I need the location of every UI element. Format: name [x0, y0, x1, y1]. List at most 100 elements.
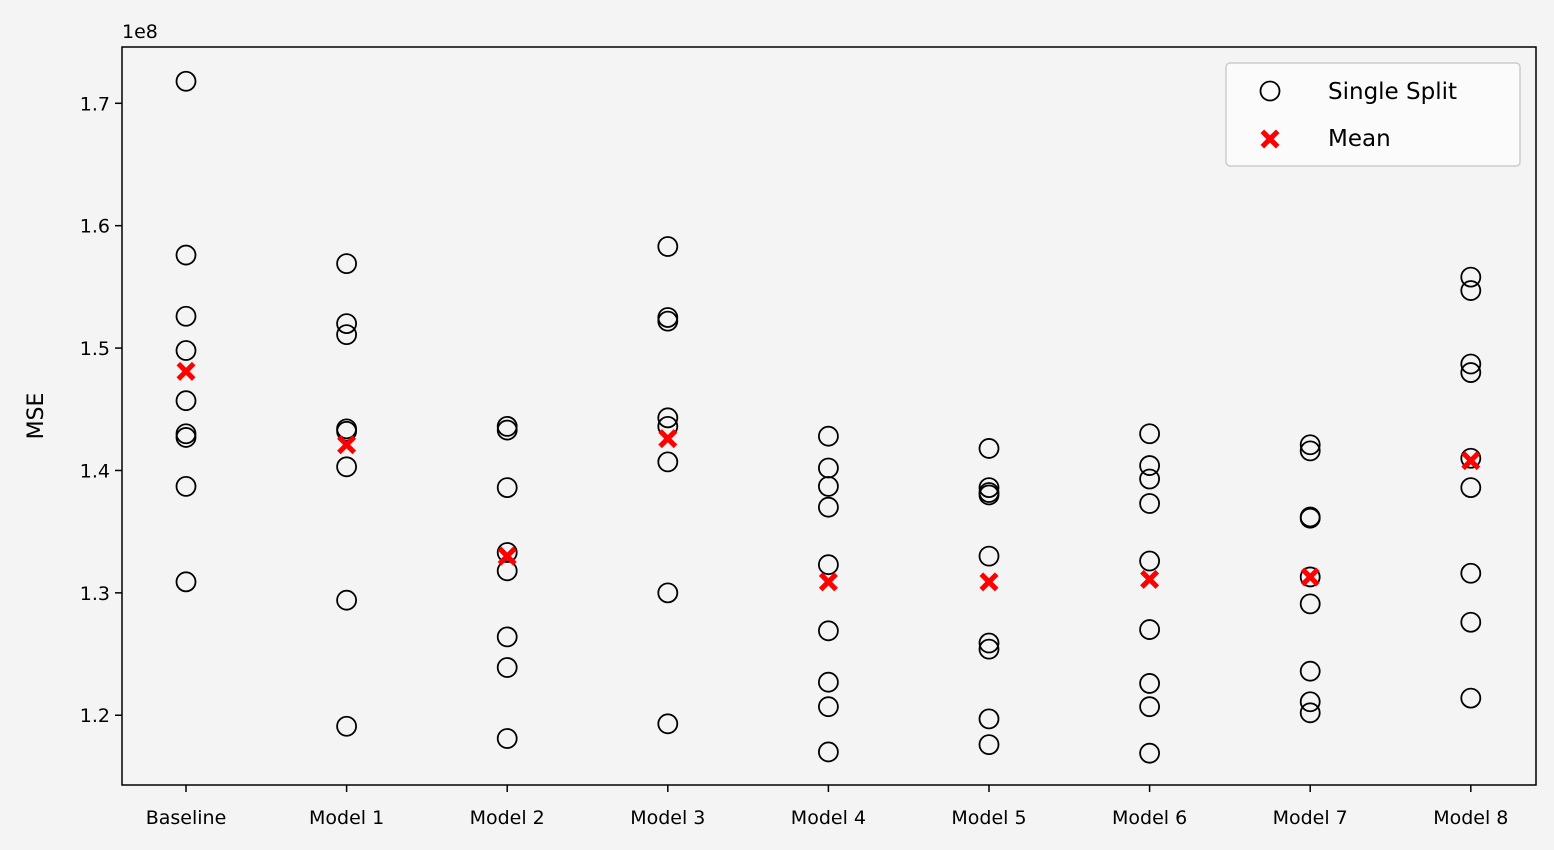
mean-point [1461, 451, 1481, 471]
single-split-point [978, 638, 1000, 660]
single-split-point [978, 484, 1000, 506]
single-split-point [818, 741, 839, 763]
single-split-point [1460, 611, 1482, 633]
single-split-point [175, 427, 197, 448]
single-split-point [1139, 550, 1160, 572]
single-split-point [1139, 468, 1160, 490]
single-split-point [657, 407, 679, 429]
legend: Single Split Mean [1225, 62, 1521, 167]
single-split-point [818, 620, 839, 642]
x-tick-label: Model 4 [791, 807, 866, 829]
single-split-point [496, 728, 518, 749]
single-split-point [496, 560, 518, 582]
y-axis-label: MSE [24, 393, 49, 440]
single-split-point [1460, 447, 1482, 469]
single-split-point [1139, 455, 1160, 476]
single-split-point [978, 477, 1000, 498]
single-split-point [657, 236, 679, 257]
single-split-point [1460, 477, 1482, 498]
legend-label-mean: Mean [1328, 126, 1391, 152]
plot-area [121, 46, 1537, 786]
single-split-point [1299, 691, 1321, 713]
y-tick-label: 1.2 [80, 705, 110, 727]
single-split-point [1299, 566, 1321, 588]
data-points [175, 70, 1482, 764]
single-split-point [175, 305, 197, 327]
single-split-point [1139, 423, 1160, 445]
single-split-point [1139, 742, 1160, 764]
x-tick-label: Model 5 [951, 807, 1026, 829]
x-tick-label: Baseline [146, 807, 227, 829]
single-split-point [657, 451, 679, 473]
y-tick-label: 1.5 [80, 338, 110, 360]
x-tick-label: Model 8 [1433, 807, 1508, 829]
y-axis-ticks: 1.2 1.3 1.4 1.5 1.6 1.7 [80, 93, 122, 727]
single-split-point [175, 244, 197, 266]
y-tick-label: 1.7 [80, 93, 110, 115]
single-split-point [657, 310, 679, 332]
single-split-point [175, 390, 197, 412]
single-split-point [978, 545, 1000, 567]
x-tick-label: Model 7 [1273, 807, 1348, 829]
single-split-point [1460, 562, 1482, 584]
x-tick-label: Model 1 [309, 807, 384, 829]
legend-circle-marker [1259, 80, 1281, 102]
single-split-point [978, 438, 1000, 459]
mean-point [1300, 567, 1320, 587]
single-split-point [496, 419, 518, 441]
single-split-point [175, 340, 197, 361]
mean-point [818, 572, 838, 592]
single-split-point [336, 715, 358, 737]
single-split-point [496, 477, 518, 498]
y-tick-label: 1.3 [80, 583, 110, 605]
single-split-point [1299, 593, 1321, 615]
single-split-point [1139, 619, 1160, 640]
x-tick-label: Model 2 [470, 807, 545, 829]
x-axis-ticks: Baseline Model 1 Model 2 Model 3 Model 4 Mode… [146, 785, 1508, 829]
single-split-point [818, 425, 839, 447]
single-split-point [175, 571, 197, 593]
single-split-point [1299, 434, 1321, 456]
single-split-point [336, 589, 358, 611]
single-split-point [175, 70, 197, 92]
y-tick-label: 1.6 [80, 216, 110, 238]
legend-label-single-split: Single Split [1328, 79, 1457, 105]
single-split-point [818, 696, 839, 718]
x-tick-label: Model 3 [630, 807, 705, 829]
mean-point [497, 546, 517, 566]
single-split-point [1139, 673, 1160, 694]
single-split-point [1460, 362, 1482, 383]
y-scale-offset-label: 1e8 [122, 21, 158, 43]
single-split-point [1460, 687, 1482, 709]
single-split-point [1299, 702, 1321, 724]
single-split-point [657, 582, 679, 604]
legend-x-marker [1260, 129, 1280, 149]
single-split-point [1299, 507, 1321, 529]
single-split-point [496, 657, 518, 678]
single-split-point [1460, 280, 1482, 301]
single-split-point [336, 420, 358, 442]
mean-point [658, 429, 678, 449]
single-split-point [978, 632, 1000, 654]
x-tick-label: Model 6 [1112, 807, 1187, 829]
single-split-point [818, 475, 839, 497]
single-split-point [1299, 440, 1321, 462]
single-split-point [818, 671, 839, 693]
single-split-point [336, 313, 358, 334]
single-split-point [496, 626, 518, 648]
single-split-point [978, 734, 1000, 756]
single-split-point [336, 456, 358, 478]
single-split-point [818, 496, 839, 518]
single-split-point [818, 554, 839, 576]
mean-point [337, 435, 357, 455]
y-tick-label: 1.4 [80, 460, 110, 482]
single-split-point [1460, 353, 1482, 375]
single-split-point [978, 708, 1000, 730]
single-split-point [1460, 266, 1482, 288]
mean-point [979, 572, 999, 592]
mean-point [1140, 569, 1160, 589]
single-split-point [336, 324, 358, 346]
single-split-point [175, 475, 197, 497]
single-split-point [336, 253, 358, 275]
